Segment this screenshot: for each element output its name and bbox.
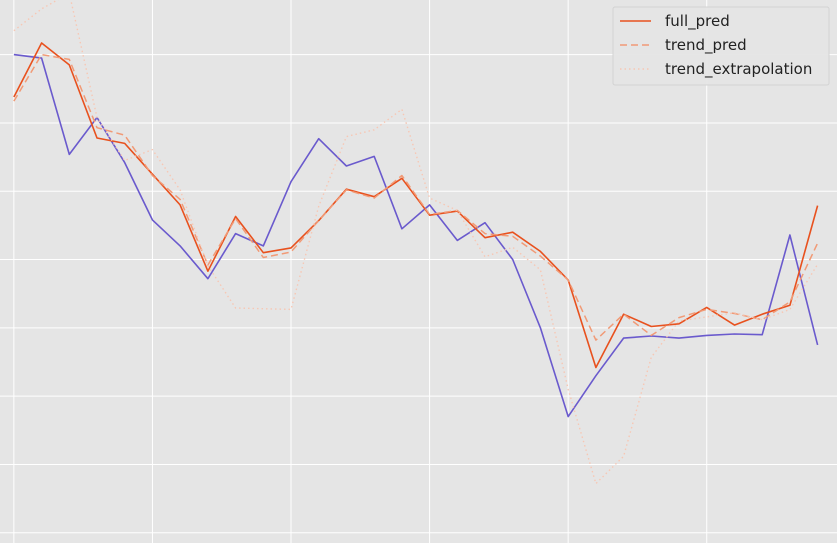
legend-box <box>612 6 830 86</box>
legend-label: trend_pred <box>665 36 747 55</box>
series-layer <box>13 0 819 485</box>
series-line <box>13 53 819 341</box>
series-trend_extrapolation <box>13 0 819 485</box>
legend: full_pred trend_pred trend_extrapolation <box>612 6 830 86</box>
series-observed <box>13 53 819 418</box>
legend-label: trend_extrapolation <box>665 60 812 79</box>
legend-label: full_pred <box>665 12 730 31</box>
series-line <box>13 53 819 418</box>
series-line <box>13 0 819 485</box>
series-trend_pred <box>13 53 819 341</box>
